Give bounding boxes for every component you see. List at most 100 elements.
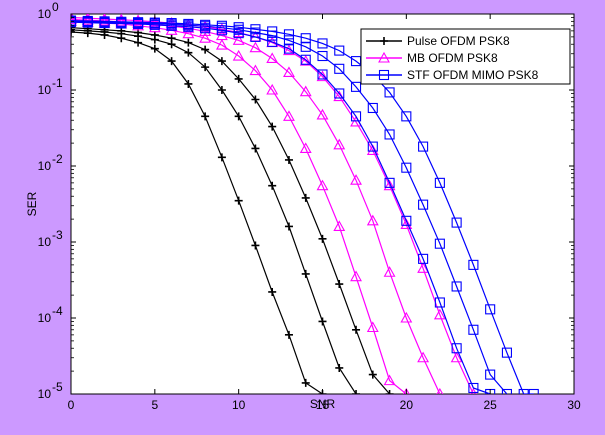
data-point (334, 45, 345, 56)
data-point (402, 387, 410, 394)
data-point (148, 15, 161, 27)
data-point (232, 49, 245, 61)
data-point (201, 112, 210, 121)
data-point (383, 179, 396, 191)
data-point (367, 141, 378, 152)
data-point (368, 370, 377, 379)
x-tick-label: 30 (567, 398, 581, 412)
data-point (182, 27, 195, 39)
y-tick-label: 10 (38, 7, 52, 21)
data-point (367, 102, 378, 114)
data-point (418, 199, 429, 210)
data-point (200, 19, 211, 30)
data-point (251, 144, 260, 153)
data-point (283, 35, 295, 46)
series-line (71, 21, 491, 394)
data-point (167, 34, 176, 43)
data-point (166, 18, 177, 29)
data-point (82, 15, 93, 27)
data-point (283, 66, 295, 78)
data-point (167, 57, 176, 66)
data-point (384, 129, 395, 140)
data-point (266, 52, 279, 64)
y-tick-label: 10 (38, 235, 52, 249)
data-point (468, 259, 479, 270)
data-point (184, 48, 193, 57)
data-point (451, 217, 462, 228)
x-tick-label: 20 (400, 398, 414, 412)
data-point (451, 281, 462, 292)
data-point (284, 155, 293, 164)
data-point (184, 79, 193, 88)
y-tick-label: 10 (38, 387, 52, 401)
data-point (268, 181, 277, 190)
x-axis-label: SNR (310, 397, 336, 411)
data-point (249, 64, 262, 76)
y-tick-label: 10 (38, 311, 52, 325)
data-point (450, 351, 463, 363)
data-point (284, 222, 293, 231)
data-point (71, 14, 77, 24)
data-point (433, 308, 446, 320)
y-tick-label: 10 (38, 159, 52, 173)
data-point (217, 153, 226, 162)
data-point (385, 390, 394, 394)
data-point (401, 111, 412, 122)
data-point (451, 343, 462, 354)
data-point (333, 138, 346, 150)
data-point (352, 325, 361, 334)
legend-label: MB OFDM PSK8 (407, 51, 498, 65)
y-tick-label: 10 (38, 83, 52, 97)
data-point (501, 388, 512, 394)
data-point (366, 214, 379, 226)
y-tick-exponent: -5 (52, 380, 63, 394)
data-point (317, 50, 328, 62)
legend-marker (380, 37, 388, 45)
legend-label: STF OFDM MIMO PSK8 (407, 68, 539, 82)
data-point (283, 110, 295, 121)
x-tick-label: 0 (68, 398, 75, 412)
data-point (283, 29, 295, 40)
series-layer (71, 14, 539, 394)
data-point (267, 36, 278, 47)
data-point (71, 23, 75, 32)
data-point (283, 43, 295, 54)
data-point (334, 63, 345, 74)
data-point (401, 162, 412, 173)
legend-marker (378, 51, 390, 63)
data-point (417, 262, 430, 273)
data-point (366, 144, 379, 156)
data-point (268, 287, 277, 296)
x-tick-label: 25 (483, 398, 497, 412)
data-point (199, 32, 212, 43)
data-point (215, 38, 228, 50)
data-point (316, 108, 329, 120)
data-point (434, 238, 445, 249)
data-point (184, 38, 193, 47)
data-point (217, 86, 226, 94)
series-line (71, 31, 323, 394)
series-9 (71, 15, 539, 394)
series-line (71, 20, 407, 394)
data-point (317, 38, 328, 49)
series-1 (71, 27, 327, 394)
data-point (468, 324, 479, 335)
data-point (434, 297, 445, 308)
data-point (384, 87, 395, 98)
data-point (350, 81, 362, 92)
data-point (71, 27, 75, 36)
data-point (299, 85, 312, 97)
data-point (268, 122, 277, 131)
legend: Pulse OFDM PSK8 MB OFDM PSK8 STF OFDM MIMO… (360, 28, 571, 85)
data-point (234, 74, 243, 83)
y-tick-exponent: -3 (52, 228, 63, 242)
data-point (150, 44, 159, 53)
data-point (434, 177, 445, 188)
data-point (468, 382, 479, 394)
series-line (71, 20, 508, 394)
data-point (316, 70, 329, 82)
data-point (266, 83, 279, 95)
data-point (301, 378, 310, 387)
